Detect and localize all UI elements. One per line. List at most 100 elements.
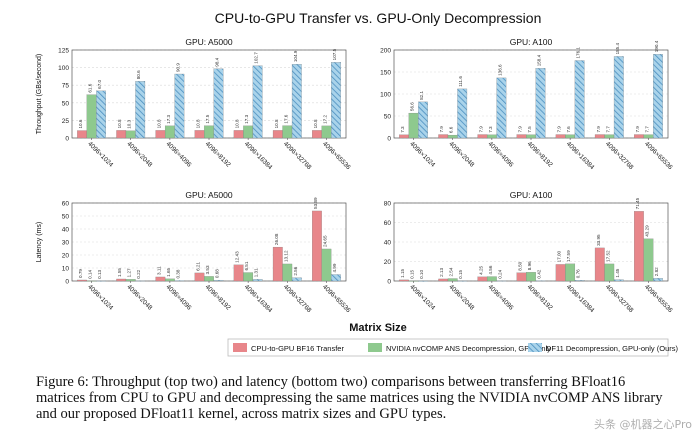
x-tick-label: 4096×32768 (282, 140, 313, 171)
bar-cpu (77, 130, 87, 139)
bar-cpu (194, 272, 205, 282)
bar-ans (243, 272, 254, 282)
y-tick-label: 40 (62, 227, 70, 234)
data-label: 17.3 (244, 114, 249, 123)
bar-df11 (135, 81, 146, 139)
y-tick-label: 10 (62, 266, 70, 273)
bar-df11 (574, 280, 585, 282)
data-label: 176.1 (576, 47, 581, 59)
bar-cpu (116, 278, 127, 282)
data-label: 1.31 (254, 268, 259, 277)
x-tick-label: 4096×4096 (164, 140, 192, 168)
data-label: 2.54 (449, 267, 454, 276)
bar-cpu (77, 279, 87, 282)
bar-df11 (613, 279, 624, 282)
data-label: 26.08 (274, 233, 279, 245)
data-label: 0.10 (419, 270, 424, 279)
bar-df11 (457, 88, 468, 139)
bar-cpu (438, 278, 449, 282)
bar-cpu (155, 130, 166, 139)
data-label: 24.65 (322, 235, 327, 247)
bar-cpu (272, 130, 283, 139)
data-label: 7.9 (635, 126, 640, 133)
data-label: 1.55 (117, 268, 122, 277)
bar-cpu (516, 134, 527, 139)
plot-frame (71, 49, 347, 139)
data-label: 10.3 (127, 119, 132, 128)
data-label: 111.6 (458, 76, 463, 87)
bar-df11 (653, 278, 663, 282)
x-tick-label: 4096×2048 (447, 140, 475, 168)
bar-ans (282, 263, 293, 282)
data-label: 6.6 (449, 126, 454, 133)
y-axis-label: Throughput (GBs/second) (36, 54, 43, 135)
y-tick-label: 0 (387, 279, 391, 286)
panel-top-left: 0 25 50 75 100 125 GPU: A5000 Throughput (GBs/s… (36, 37, 352, 171)
bar-cpu (555, 264, 566, 282)
legend-swatch-cpu (233, 343, 247, 352)
x-tick-label: 4096×8192 (204, 140, 232, 168)
data-label: 1.65 (166, 267, 171, 276)
data-label: 17.52 (605, 250, 610, 262)
bar-ans (282, 125, 293, 139)
y-tick-label: 0 (65, 279, 69, 286)
data-label: 33.95 (596, 234, 601, 246)
data-label: 7.5 (527, 126, 532, 133)
data-label: 7.3 (400, 126, 405, 133)
data-label: 185.4 (615, 42, 620, 54)
bar-ans (604, 263, 615, 282)
data-label: 136.6 (497, 64, 502, 76)
x-tick-label: 4096×16384 (243, 140, 274, 171)
y-tick-label: 50 (62, 214, 70, 221)
bar-df11 (252, 65, 263, 139)
bar-cpu (634, 134, 644, 139)
data-label: 1.45 (615, 268, 620, 277)
x-tick-label: 4096×32768 (604, 283, 635, 314)
legend-swatch-df11 (528, 343, 542, 352)
figure-title: CPU-to-GPU Transfer vs. GPU-Only Decompr… (215, 10, 542, 26)
data-label: 158.4 (537, 54, 542, 66)
bar-ans (321, 125, 332, 139)
y-tick-label: 80 (384, 201, 392, 208)
bar-cpu (438, 134, 449, 139)
bar-ans (643, 238, 654, 282)
data-label: 6.51 (244, 261, 249, 270)
bar-ans (164, 278, 175, 282)
bar-df11 (174, 280, 185, 282)
bar-df11 (213, 279, 224, 282)
data-label: 0.15 (458, 269, 463, 278)
panel-title: GPU: A5000 (185, 190, 233, 200)
x-tick-label: 4096×8192 (526, 140, 554, 168)
data-label: 7.9 (518, 126, 523, 133)
data-label: 7.3 (488, 126, 493, 133)
data-label: 0.14 (88, 269, 93, 278)
bar-cpu (194, 130, 205, 139)
bar-df11 (252, 279, 263, 282)
bar-ans (204, 276, 214, 282)
y-tick-label: 50 (62, 100, 70, 107)
data-label: 7.9 (478, 126, 483, 133)
bar-cpu (634, 211, 644, 282)
x-tick-label: 4096×4096 (164, 283, 192, 311)
data-label: 13.12 (283, 250, 288, 262)
panel-title: GPU: A100 (510, 37, 553, 47)
data-label: 0.13 (97, 269, 102, 278)
bar-ans (565, 134, 576, 139)
data-label: 2.13 (439, 268, 444, 277)
bar-cpu (312, 210, 322, 282)
bar-df11 (457, 280, 468, 282)
data-label: 98.4 (215, 57, 220, 66)
watermark: 头条 @机器之心Pro (594, 418, 692, 431)
data-label: 17.59 (566, 250, 571, 262)
legend-label-ans: NVIDIA nvCOMP ANS Decompression, GPU-onl… (386, 344, 551, 353)
x-axis-title: Matrix Size (349, 322, 406, 334)
data-label: 8.96 (527, 261, 532, 270)
bar-cpu (516, 272, 527, 282)
bar-df11 (418, 101, 428, 139)
bar-df11 (535, 280, 546, 282)
x-tick-label: 4096×2048 (447, 283, 475, 311)
bar-cpu (233, 130, 244, 139)
data-label: 4.25 (478, 265, 483, 274)
x-tick-label: 4096×32768 (604, 140, 635, 171)
bar-cpu (399, 134, 409, 139)
